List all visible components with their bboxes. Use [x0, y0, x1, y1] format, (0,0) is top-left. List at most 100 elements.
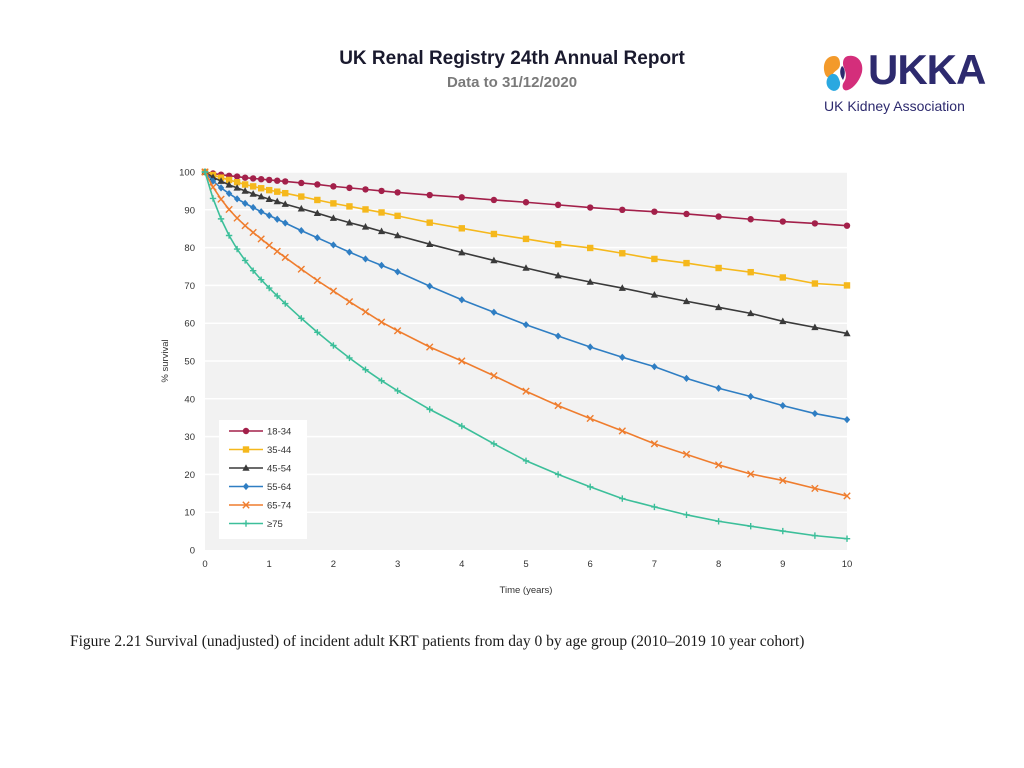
data-point	[249, 190, 257, 197]
data-point	[619, 206, 626, 213]
data-point	[266, 284, 273, 292]
data-point	[843, 535, 851, 542]
x-axis-label: Time (years)	[500, 585, 553, 596]
x-tick-label: 0	[202, 559, 207, 570]
data-point	[843, 222, 851, 229]
y-tick-label: 0	[190, 546, 195, 557]
data-point	[587, 483, 594, 491]
data-point	[233, 179, 241, 186]
data-point	[297, 265, 305, 273]
data-point	[274, 215, 281, 223]
data-point	[490, 372, 498, 380]
data-point	[314, 234, 321, 242]
data-point	[298, 179, 305, 187]
data-point	[345, 297, 354, 306]
data-point	[393, 327, 402, 335]
data-point	[209, 195, 217, 202]
data-point	[378, 187, 385, 195]
kidney-logo-icon	[823, 55, 863, 91]
y-tick-label: 80	[184, 243, 195, 254]
data-point	[843, 329, 851, 337]
data-point	[217, 177, 225, 184]
data-point	[362, 186, 369, 193]
data-point	[233, 245, 241, 253]
data-point	[843, 282, 851, 289]
data-point	[458, 225, 465, 232]
data-point	[779, 402, 786, 410]
data-point	[274, 292, 281, 300]
data-point	[313, 276, 322, 285]
data-point	[282, 189, 289, 197]
data-point	[273, 197, 281, 205]
series--75	[201, 168, 851, 542]
data-point	[346, 354, 353, 362]
y-tick-label: 70	[184, 281, 195, 292]
data-point	[201, 168, 209, 176]
y-tick-label: 90	[184, 205, 195, 216]
data-point	[361, 223, 370, 230]
legend-label: 18-34	[267, 427, 291, 438]
data-point	[779, 476, 787, 485]
data-point	[554, 471, 562, 478]
data-point	[458, 357, 466, 365]
x-tick-label: 8	[716, 559, 721, 570]
legend-label: 35-44	[267, 445, 291, 456]
data-point	[394, 212, 401, 220]
report-title: UK Renal Registry 24th Annual Report	[339, 48, 685, 69]
data-point	[394, 231, 402, 239]
data-point	[522, 387, 530, 395]
data-point	[490, 256, 498, 264]
logo-tagline: UK Kidney Association	[824, 98, 965, 114]
data-point	[249, 203, 257, 212]
y-tick-label: 60	[184, 319, 195, 330]
series-65-74	[201, 168, 851, 500]
data-point	[426, 219, 433, 226]
x-tick-label: 4	[459, 559, 464, 570]
data-point	[257, 276, 265, 283]
data-point	[249, 175, 257, 182]
data-point	[683, 511, 690, 519]
data-point	[651, 208, 658, 215]
data-point	[225, 176, 233, 184]
data-point	[747, 216, 754, 223]
data-point	[330, 200, 337, 207]
legend-marker	[242, 427, 250, 435]
data-point	[313, 209, 321, 217]
data-point	[274, 188, 281, 195]
data-point	[586, 278, 594, 285]
data-point	[241, 187, 249, 194]
series-line	[204, 171, 848, 540]
data-point	[257, 192, 265, 200]
data-point	[378, 209, 385, 216]
legend-label: 45-54	[267, 464, 291, 475]
data-point	[298, 315, 305, 322]
data-point	[233, 195, 241, 203]
data-point	[225, 189, 233, 198]
data-point	[362, 255, 369, 263]
data-point	[587, 244, 594, 252]
data-point	[362, 366, 369, 373]
data-point	[458, 422, 465, 430]
data-point	[394, 387, 401, 395]
data-point	[554, 332, 562, 340]
data-point	[266, 186, 273, 194]
data-point	[282, 300, 289, 307]
data-point	[241, 257, 249, 264]
data-point	[715, 213, 722, 220]
data-point	[361, 308, 370, 316]
data-point	[314, 329, 321, 336]
legend-label: 55-64	[267, 482, 291, 493]
logo-wordmark: UKKA	[868, 46, 986, 93]
data-point	[217, 195, 225, 203]
data-point	[554, 201, 562, 209]
data-point	[265, 195, 273, 203]
data-point	[329, 214, 337, 221]
data-point	[490, 440, 498, 447]
data-point	[714, 461, 723, 469]
y-tick-label: 30	[184, 432, 195, 443]
series-18-34	[201, 168, 851, 229]
data-point	[377, 318, 386, 326]
data-point	[426, 406, 433, 413]
data-point	[811, 409, 819, 418]
data-point	[683, 374, 690, 382]
